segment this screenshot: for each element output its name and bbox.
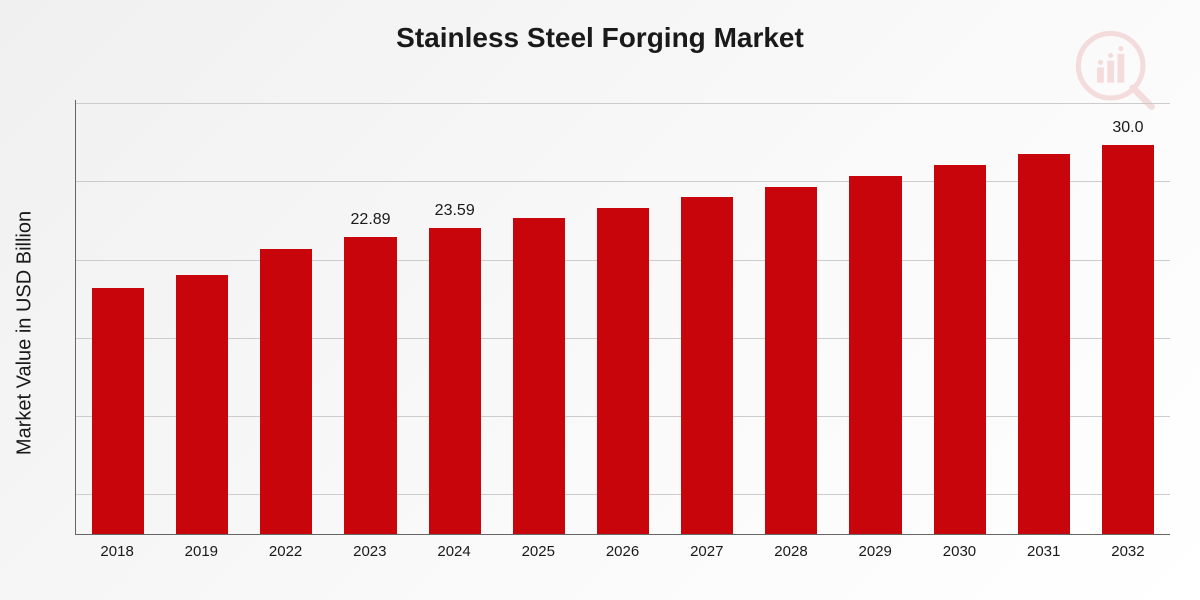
x-axis-label: 2027 xyxy=(665,535,749,565)
x-axis-label: 2018 xyxy=(75,535,159,565)
bar-wrapper xyxy=(665,100,749,534)
chart-container: Market Value in USD Billion 22.8923.5930… xyxy=(75,100,1170,565)
bar-wrapper xyxy=(749,100,833,534)
bar-wrapper xyxy=(833,100,917,534)
bar-value-label: 22.89 xyxy=(351,211,391,229)
bar-wrapper xyxy=(76,100,160,534)
x-axis-labels: 2018201920222023202420252026202720282029… xyxy=(75,535,1170,565)
bars-group: 22.89 23.59 30.0 xyxy=(76,100,1170,534)
bar xyxy=(681,197,733,534)
x-axis-label: 2019 xyxy=(159,535,243,565)
bar xyxy=(1018,154,1070,534)
bar-wrapper: 22.89 xyxy=(328,100,412,534)
bar xyxy=(344,237,396,534)
bar xyxy=(765,187,817,534)
chart-title: Stainless Steel Forging Market xyxy=(0,0,1200,54)
x-axis-label: 2024 xyxy=(412,535,496,565)
bar-wrapper xyxy=(918,100,1002,534)
x-axis-label: 2028 xyxy=(749,535,833,565)
x-axis-label: 2026 xyxy=(580,535,664,565)
bar xyxy=(597,208,649,534)
x-axis-label: 2023 xyxy=(328,535,412,565)
bar-value-label: 30.0 xyxy=(1112,119,1143,137)
bar xyxy=(513,218,565,534)
bar xyxy=(934,165,986,534)
bar xyxy=(849,176,901,534)
bar-wrapper: 30.0 xyxy=(1086,100,1170,534)
bar-wrapper xyxy=(1002,100,1086,534)
x-axis-label: 2031 xyxy=(1002,535,1086,565)
x-axis-label: 2029 xyxy=(833,535,917,565)
plot-area: 22.89 23.59 30.0 xyxy=(75,100,1170,535)
bar xyxy=(429,228,481,534)
bar xyxy=(1102,145,1154,534)
bar-wrapper xyxy=(581,100,665,534)
x-axis-label: 2022 xyxy=(243,535,327,565)
x-axis-label: 2030 xyxy=(917,535,1001,565)
bar-value-label: 23.59 xyxy=(435,202,475,220)
bar-wrapper xyxy=(497,100,581,534)
y-axis-label: Market Value in USD Billion xyxy=(14,210,37,454)
bar xyxy=(260,249,312,534)
x-axis-label: 2032 xyxy=(1086,535,1170,565)
bar xyxy=(92,288,144,534)
bar-wrapper xyxy=(244,100,328,534)
bar xyxy=(176,275,228,534)
x-axis-label: 2025 xyxy=(496,535,580,565)
bar-wrapper: 23.59 xyxy=(413,100,497,534)
bar-wrapper xyxy=(160,100,244,534)
